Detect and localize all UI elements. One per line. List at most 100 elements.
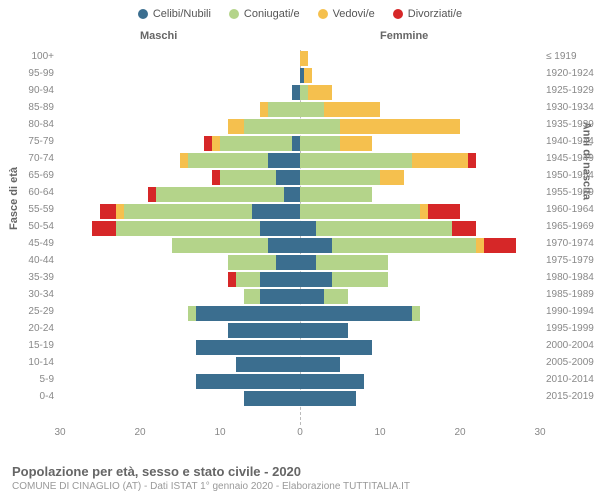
age-row: 0-42015-2019 <box>60 390 540 407</box>
female-bar <box>300 272 388 287</box>
seg-coniugati <box>228 255 276 270</box>
birth-year-label: 1980-1984 <box>546 272 600 283</box>
seg-vedovi <box>260 102 268 117</box>
male-bar <box>148 187 300 202</box>
seg-coniugati <box>300 85 308 100</box>
seg-celibi <box>300 323 348 338</box>
legend-label: Divorziati/e <box>408 8 462 20</box>
seg-celibi <box>300 272 332 287</box>
seg-vedovi <box>228 119 244 134</box>
age-label: 5-9 <box>4 374 54 385</box>
female-bar <box>300 85 332 100</box>
age-label: 0-4 <box>4 391 54 402</box>
age-row: 85-891930-1934 <box>60 101 540 118</box>
seg-divorziati <box>204 136 212 151</box>
female-bar <box>300 238 516 253</box>
female-bar <box>300 340 372 355</box>
birth-year-label: 1950-1954 <box>546 170 600 181</box>
age-label: 85-89 <box>4 102 54 113</box>
seg-coniugati <box>156 187 284 202</box>
x-tick: 20 <box>134 427 145 438</box>
header-female: Femmine <box>380 30 428 42</box>
seg-coniugati <box>236 272 260 287</box>
female-bar <box>300 323 348 338</box>
seg-coniugati <box>332 272 388 287</box>
seg-coniugati <box>332 238 476 253</box>
seg-celibi <box>300 221 316 236</box>
male-bar <box>196 340 300 355</box>
female-bar <box>300 119 460 134</box>
age-row: 20-241995-1999 <box>60 322 540 339</box>
seg-celibi <box>196 374 300 389</box>
age-row: 70-741945-1949 <box>60 152 540 169</box>
male-bar <box>212 170 300 185</box>
seg-celibi <box>300 357 340 372</box>
female-bar <box>300 374 364 389</box>
seg-celibi <box>196 340 300 355</box>
birth-year-label: 1990-1994 <box>546 306 600 317</box>
seg-vedovi <box>116 204 124 219</box>
birth-year-label: 1955-1959 <box>546 187 600 198</box>
pyramid-plot: 100+≤ 191995-991920-192490-941925-192985… <box>60 50 540 425</box>
seg-celibi <box>196 306 300 321</box>
seg-celibi <box>244 391 300 406</box>
chart-footer: Popolazione per età, sesso e stato civil… <box>12 464 588 492</box>
male-bar <box>188 306 300 321</box>
seg-coniugati <box>124 204 252 219</box>
birth-year-label: 1965-1969 <box>546 221 600 232</box>
chart-title: Popolazione per età, sesso e stato civil… <box>12 464 588 479</box>
age-label: 30-34 <box>4 289 54 300</box>
legend: Celibi/NubiliConiugati/eVedovi/eDivorzia… <box>0 0 600 20</box>
age-label: 25-29 <box>4 306 54 317</box>
seg-coniugati <box>244 289 260 304</box>
age-row: 10-142005-2009 <box>60 356 540 373</box>
seg-celibi <box>300 374 364 389</box>
birth-year-label: 2010-2014 <box>546 374 600 385</box>
female-bar <box>300 187 372 202</box>
seg-coniugati <box>300 187 372 202</box>
seg-celibi <box>292 85 300 100</box>
male-bar <box>228 119 300 134</box>
female-bar <box>300 136 372 151</box>
birth-year-label: 1970-1974 <box>546 238 600 249</box>
seg-vedovi <box>420 204 428 219</box>
female-bar <box>300 357 340 372</box>
age-row: 30-341985-1989 <box>60 288 540 305</box>
age-row: 50-541965-1969 <box>60 220 540 237</box>
seg-divorziati <box>468 153 476 168</box>
seg-celibi <box>260 289 300 304</box>
age-label: 90-94 <box>4 85 54 96</box>
vedovi-swatch <box>318 9 328 19</box>
seg-celibi <box>268 153 300 168</box>
x-tick: 10 <box>374 427 385 438</box>
seg-vedovi <box>412 153 468 168</box>
age-label: 40-44 <box>4 255 54 266</box>
age-label: 95-99 <box>4 68 54 79</box>
female-bar <box>300 306 420 321</box>
age-label: 20-24 <box>4 323 54 334</box>
age-label: 50-54 <box>4 221 54 232</box>
seg-coniugati <box>188 153 268 168</box>
female-bar <box>300 102 380 117</box>
seg-coniugati <box>300 204 420 219</box>
seg-divorziati <box>212 170 220 185</box>
seg-divorziati <box>148 187 156 202</box>
age-row: 55-591960-1964 <box>60 203 540 220</box>
seg-divorziati <box>92 221 116 236</box>
seg-celibi <box>276 170 300 185</box>
birth-year-label: ≤ 1919 <box>546 51 600 62</box>
seg-celibi <box>292 136 300 151</box>
birth-year-label: 1960-1964 <box>546 204 600 215</box>
x-tick: 0 <box>297 427 303 438</box>
celibi-swatch <box>138 9 148 19</box>
x-tick: 10 <box>214 427 225 438</box>
birth-year-label: 2015-2019 <box>546 391 600 402</box>
age-row: 100+≤ 1919 <box>60 50 540 67</box>
seg-celibi <box>260 221 300 236</box>
age-row: 95-991920-1924 <box>60 67 540 84</box>
seg-coniugati <box>300 170 380 185</box>
birth-year-label: 1985-1989 <box>546 289 600 300</box>
birth-year-label: 1995-1999 <box>546 323 600 334</box>
seg-celibi <box>300 255 316 270</box>
female-bar <box>300 153 476 168</box>
